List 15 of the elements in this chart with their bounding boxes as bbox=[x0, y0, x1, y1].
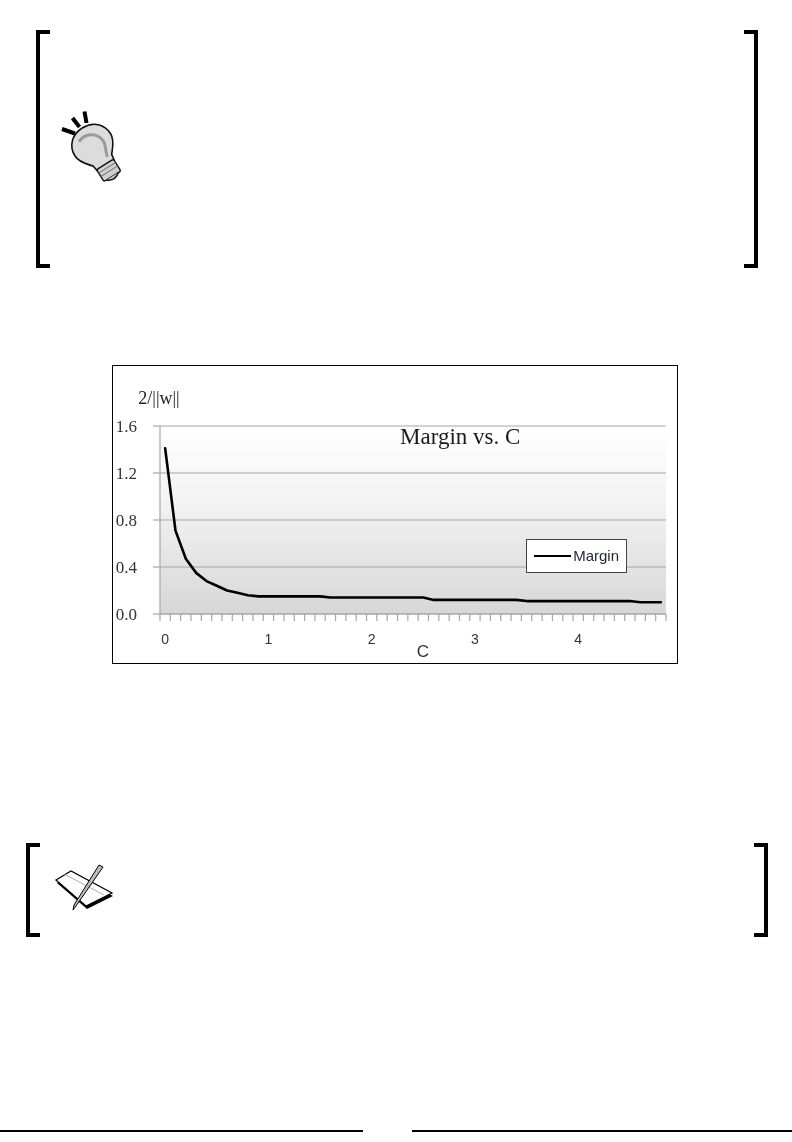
x-tick-label: 4 bbox=[574, 630, 583, 647]
y-axis-title: 2/||w|| bbox=[137, 388, 181, 408]
y-tick-label: 1.2 bbox=[115, 464, 137, 484]
x-tick-label: 2 bbox=[367, 630, 376, 647]
x-axis-title: C bbox=[416, 642, 430, 661]
y-tick-label: 0.8 bbox=[115, 511, 137, 531]
y-tick-label: 0.0 bbox=[115, 605, 137, 625]
y-tick-label: 1.6 bbox=[115, 417, 137, 437]
legend-label: Margin bbox=[573, 546, 619, 566]
chart-title: Margin vs. C bbox=[400, 424, 521, 450]
line-series bbox=[163, 447, 663, 604]
x-tick-label: 1 bbox=[264, 630, 273, 647]
y-tick-label: 0.4 bbox=[115, 558, 138, 578]
x-tick-label: 0 bbox=[161, 630, 170, 647]
x-tick-label: 3 bbox=[471, 630, 480, 647]
